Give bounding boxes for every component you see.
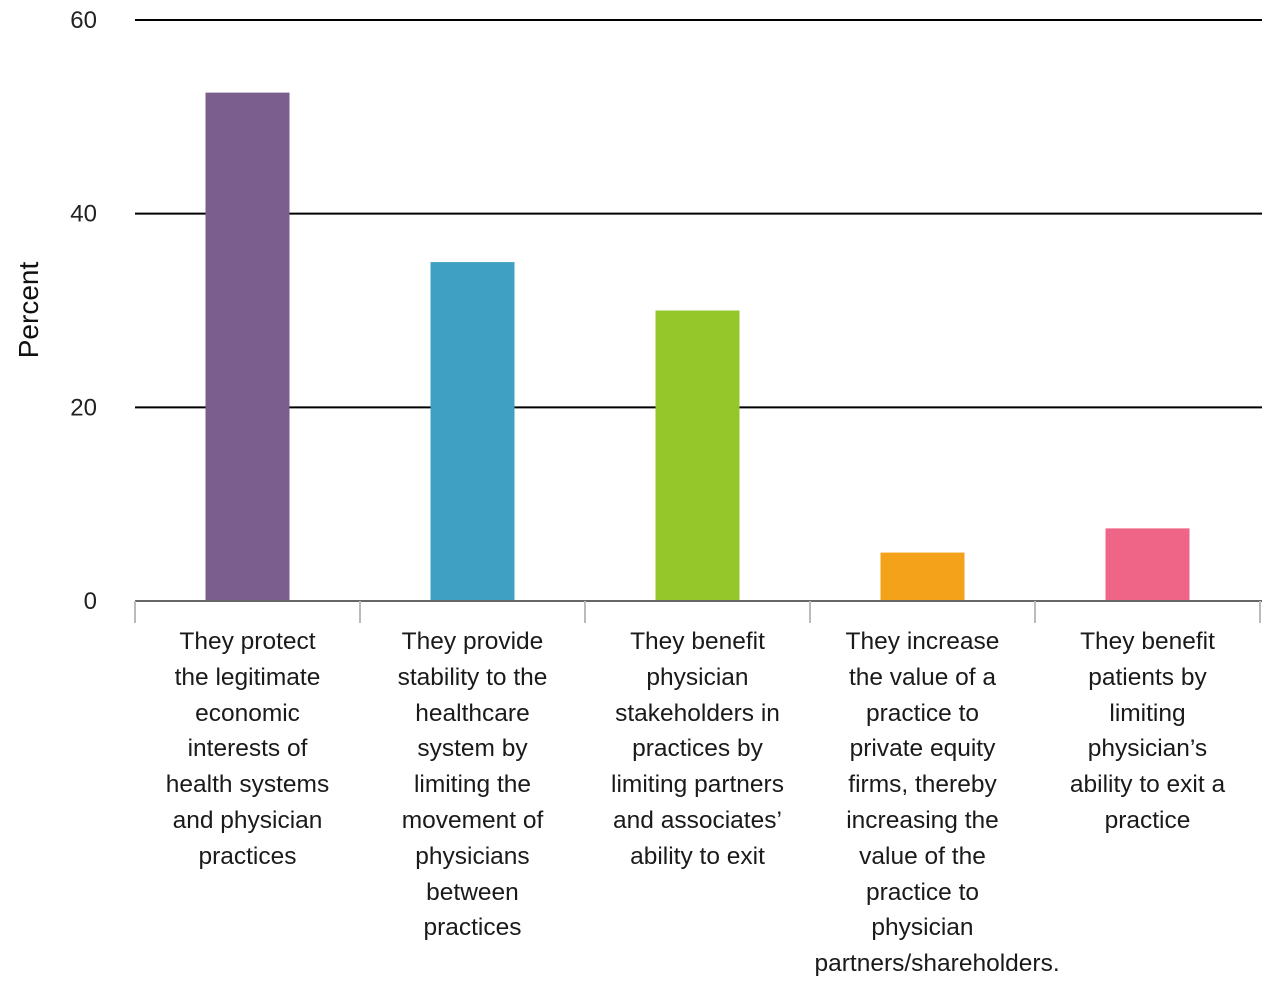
x-axis: [134, 600, 1262, 623]
x-tick-label-line: They benefit: [1080, 628, 1215, 655]
x-tick-label-line: increasing the: [846, 806, 999, 834]
y-axis-label: Percent: [13, 262, 44, 359]
bar: [1105, 528, 1190, 601]
x-tick-label-line: ability to exit a: [1069, 771, 1226, 799]
x-tick-label-line: They provide: [401, 628, 544, 655]
bar: [880, 552, 965, 601]
x-tick-label-line: practices: [198, 842, 297, 870]
x-tick-label-line: private equity: [849, 735, 996, 763]
x-tick-label-line: patients by: [1088, 663, 1207, 691]
x-tick-label-line: firms, thereby: [848, 771, 997, 799]
x-tick-label-line: physicians: [415, 842, 530, 870]
x-tick-label-line: practice: [1104, 806, 1191, 834]
x-tick-label-line: limiting: [1109, 699, 1186, 727]
bars: [205, 92, 1190, 601]
x-tick-label-line: limiting partners: [611, 771, 784, 799]
x-tick-label-line: practices: [423, 914, 522, 942]
y-tick-label: 40: [70, 201, 97, 228]
y-axis-ticks: 0 20 40 60: [70, 7, 97, 615]
x-tick-label-line: stability to the: [397, 663, 548, 691]
x-tick-label-line: practice to: [865, 878, 980, 906]
x-tick-label-line: movement of: [401, 806, 544, 834]
x-tick-label-line: They increase: [845, 628, 1000, 655]
x-tick-label-line: physician’s: [1087, 735, 1208, 763]
x-tick-label-line: partners/shareholders.: [814, 950, 1060, 978]
bar: [205, 92, 290, 601]
x-tick-label-line: and associates’: [613, 806, 782, 834]
x-tick-label-line: ability to exit: [630, 842, 765, 870]
x-tick-label-line: They protect: [179, 628, 316, 655]
x-tick-label-line: They benefit: [630, 628, 765, 655]
x-tick-label-line: physician: [646, 663, 749, 691]
bar: [655, 310, 740, 601]
x-tick-label-line: value of the: [859, 842, 986, 870]
x-tick-label: They benefit physician stakeholders in prac…: [590, 624, 806, 875]
x-tick-label-line: between: [426, 878, 519, 906]
x-tick-label: They increase the value of a practice to pr…: [814, 624, 1060, 982]
x-tick-label: They provide stability to the healthcare sy…: [365, 624, 581, 946]
x-tick-label-line: stakeholders in: [615, 699, 780, 727]
x-tick-label-line: economic: [195, 699, 300, 727]
x-tick-label-line: the value of a: [848, 663, 997, 691]
x-tick-label-line: healthcare: [415, 699, 530, 727]
y-tick-label: 0: [84, 588, 97, 615]
x-tick-label-line: practices by: [632, 735, 763, 763]
bar: [430, 262, 515, 601]
y-tick-label: 20: [70, 394, 97, 421]
y-tick-label: 60: [70, 7, 97, 34]
x-tick-label-line: system by: [417, 735, 528, 763]
x-tick-label-line: and physician: [172, 806, 323, 834]
x-tick-label-line: physician: [871, 914, 974, 942]
x-tick-label-line: health systems: [165, 771, 330, 799]
x-tick-label-line: limiting the: [413, 771, 532, 799]
x-tick-label: They protect the legitimate economic intere…: [140, 624, 356, 875]
x-tick-label-line: practice to: [865, 699, 980, 727]
x-tick-label-line: interests of: [187, 735, 308, 763]
x-tick-label-line: the legitimate: [174, 663, 321, 691]
x-tick-label: They benefit patients by limiting physician…: [1040, 624, 1256, 839]
